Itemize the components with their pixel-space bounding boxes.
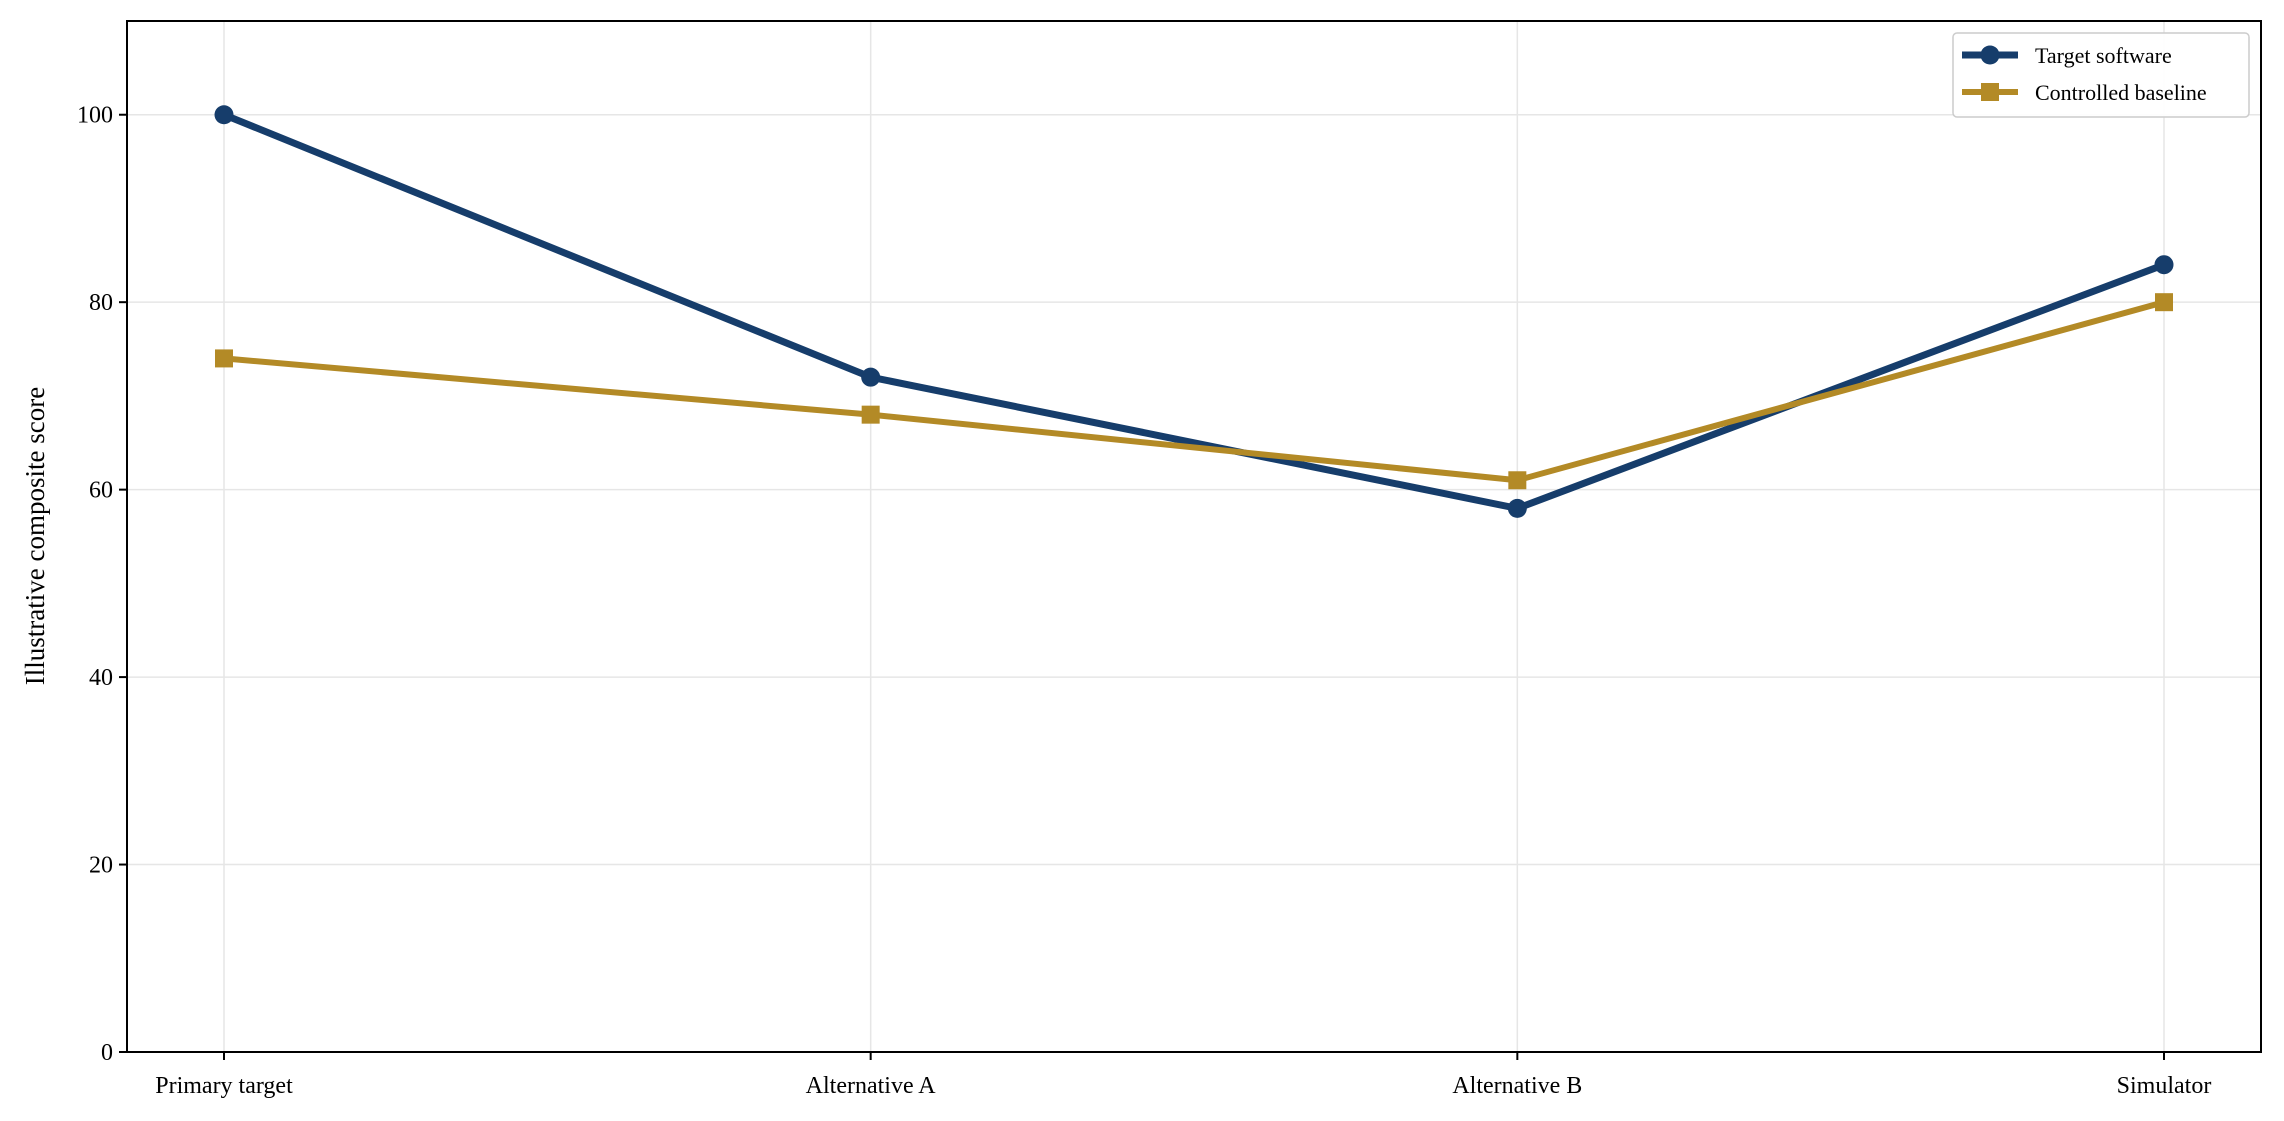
series-2: [215, 293, 2173, 490]
legend-item: Controlled baseline: [1962, 80, 2207, 105]
x-axis: Primary target Alternative A Alternative B…: [155, 1052, 2211, 1099]
legend-marker: [1981, 83, 1999, 101]
data-point: [861, 367, 881, 387]
y-tick-label: 100: [77, 103, 113, 129]
legend-box: [1952, 32, 2250, 118]
data-point: [861, 405, 880, 424]
grid: [127, 21, 2261, 1053]
y-axis-title: Illustrative composite score: [20, 387, 50, 685]
series-line: [221, 299, 2167, 484]
data-point: [1508, 471, 1527, 490]
x-tick-label: Alternative A: [806, 1073, 937, 1099]
series-layer: [214, 105, 2174, 518]
y-tick-label: 0: [101, 1040, 113, 1066]
legend-label: Controlled baseline: [2035, 80, 2207, 105]
y-tick-label: 60: [89, 478, 113, 504]
series-line: [220, 111, 2168, 512]
y-tick-label: 80: [89, 290, 113, 316]
legend-item: Target software: [1962, 43, 2172, 68]
y-tick-label: 40: [89, 665, 113, 691]
data-point: [2155, 293, 2173, 312]
legend-marker: [1980, 45, 2000, 65]
legend: Target software Controlled baseline: [1952, 32, 2250, 118]
y-axis: 0 20 40 60 80 100: [77, 103, 127, 1066]
x-tick-label: Alternative B: [1452, 1073, 1582, 1099]
x-tick-label: Simulator: [2117, 1073, 2212, 1099]
data-point: [214, 105, 234, 125]
data-point: [2154, 255, 2174, 275]
plot-frame: [126, 20, 2262, 1053]
series-1: [214, 105, 2174, 518]
legend-label: Target software: [2035, 43, 2172, 68]
x-tick-label: Primary target: [155, 1073, 293, 1099]
data-point: [215, 349, 233, 368]
y-tick-label: 20: [89, 853, 113, 879]
data-point: [1507, 498, 1527, 518]
